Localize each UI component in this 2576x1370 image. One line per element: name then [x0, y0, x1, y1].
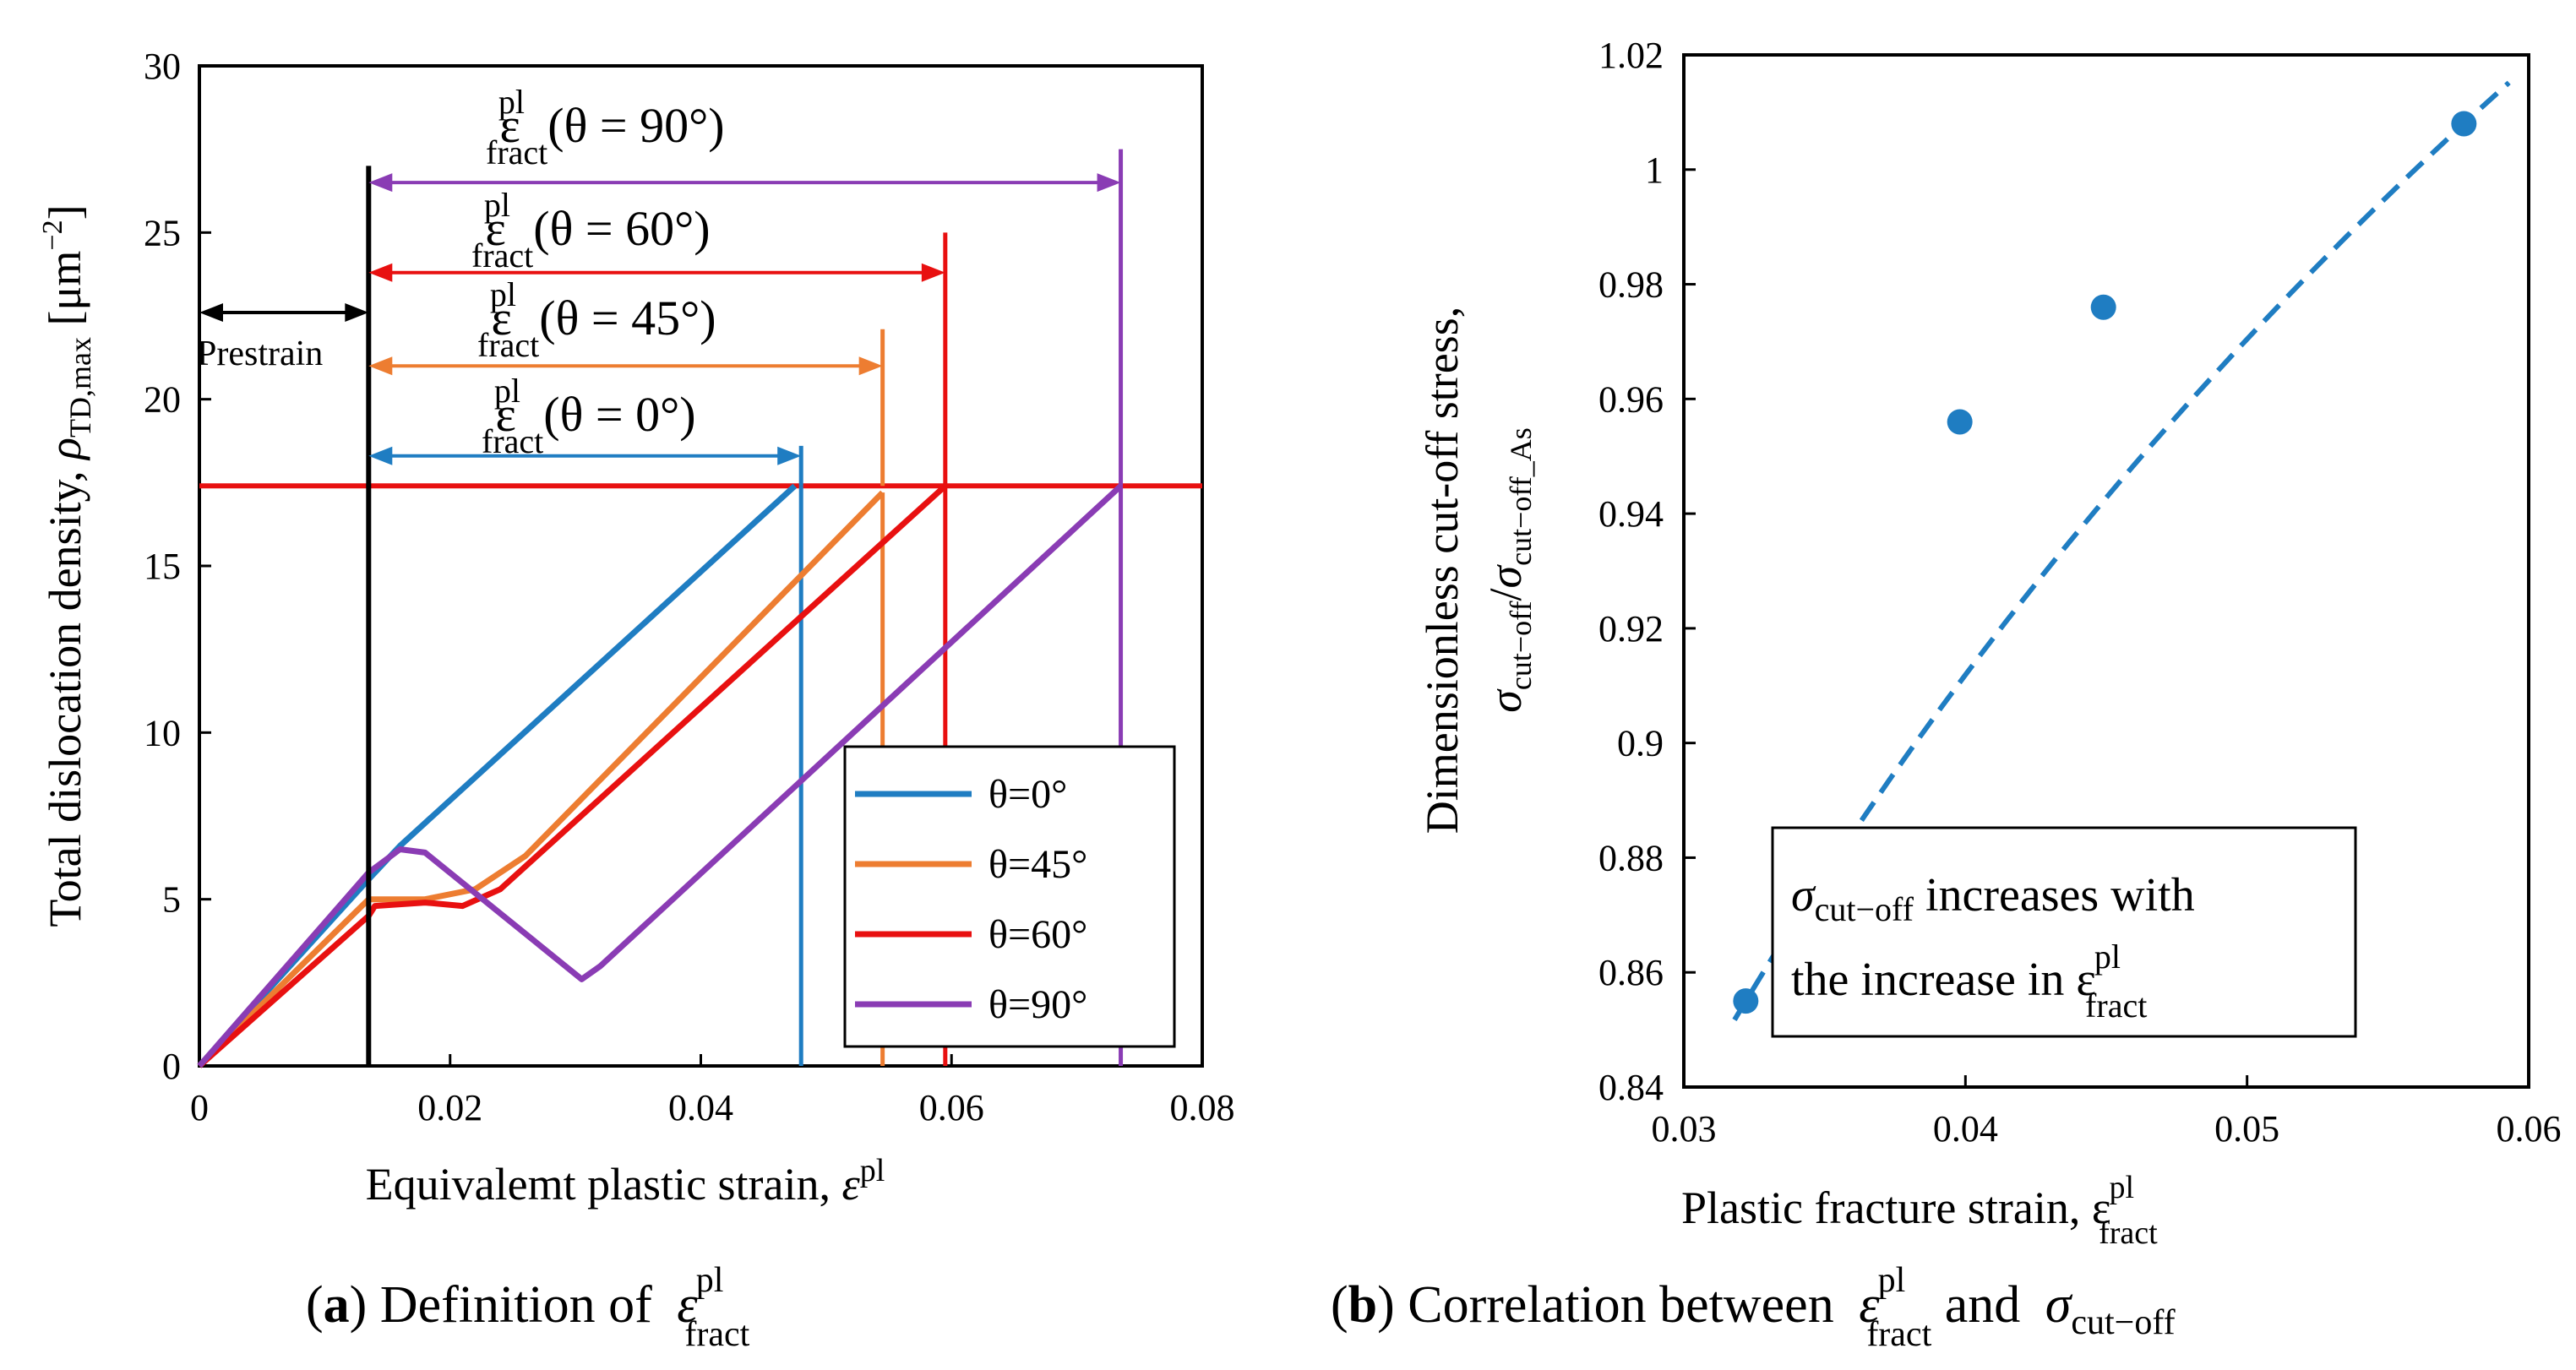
- data-point: [1733, 988, 1759, 1014]
- panel-a-x-ticks: 0 0.02 0.04 0.06 0.08: [190, 1054, 1235, 1128]
- y-tick-label: 0.9: [1617, 723, 1664, 764]
- y-tick-label: 10: [144, 712, 181, 753]
- y-tick-label: 25: [144, 212, 181, 253]
- data-point: [2090, 294, 2116, 320]
- prestrain-arrow: [199, 303, 369, 323]
- panel-b-y-axis-title-line2: σcut−off/σcut−off_As: [1480, 427, 1538, 713]
- x-tick-label: 0.02: [417, 1087, 482, 1128]
- panel-b: 0.84 0.86 0.88 0.9 0.92 0.94 0.96 0.98 1 1.02 0.0…: [1331, 35, 2562, 1354]
- arrow-head-left: [368, 173, 393, 193]
- panel-b-x-ticks: 0.03 0.04 0.05 0.06: [1652, 1075, 2562, 1150]
- y-tick-label: 5: [162, 879, 181, 921]
- annotation-label-theta-0: εpl fract(θ = 0°): [482, 372, 696, 460]
- panel-a-x-axis-title: Equivalemt plastic strain, εpl: [366, 1153, 885, 1210]
- annotation-arrow: [368, 173, 1121, 193]
- panel-a-annotations: [199, 149, 1124, 487]
- annotation-label-theta-90: εpl fract(θ = 90°): [486, 83, 725, 171]
- caption-a: (a) Definition of εpl fract: [306, 1261, 750, 1354]
- prestrain-label: Prestrain: [197, 334, 323, 373]
- x-tick-label: 0: [190, 1087, 209, 1128]
- x-tick-label: 0.06: [919, 1087, 984, 1128]
- x-tick-label: 0.03: [1652, 1108, 1717, 1150]
- arrow-head-left: [199, 303, 223, 323]
- y-tick-label: 0.98: [1598, 264, 1664, 306]
- annotation-arrow: [368, 446, 802, 465]
- x-tick-label: 0.08: [1170, 1087, 1235, 1128]
- arrow-head-right: [1097, 173, 1121, 193]
- panel-b-annotation: σcut−off increases with the increase in …: [1771, 826, 2357, 1038]
- arrow-head-right: [921, 263, 945, 282]
- x-tick-label: 0.05: [2214, 1108, 2279, 1150]
- arrow-head-left: [368, 356, 393, 376]
- data-point: [1947, 409, 1973, 435]
- y-tick-label: 0.96: [1598, 378, 1664, 420]
- panel-a-y-axis-title: Total dislocation density, ρTD,max [μm−2…: [37, 204, 97, 927]
- series-line: [197, 483, 948, 1068]
- panel-a-y-ticks: 0 5 10 15 20 25 30: [144, 46, 211, 1087]
- y-tick-label: 0: [162, 1046, 181, 1087]
- legend-label: θ=0°: [988, 772, 1067, 817]
- legend-label: θ=60°: [988, 912, 1087, 957]
- panel-b-y-axis-title-line1: Dimensionless cut-off stress,: [1417, 307, 1468, 834]
- panel-b-points: [1733, 111, 2477, 1014]
- y-tick-label: 1: [1645, 150, 1664, 191]
- arrow-head-left: [368, 263, 393, 282]
- arrow-head-right: [858, 356, 883, 376]
- y-tick-label: 0.86: [1598, 952, 1664, 993]
- legend-label: θ=45°: [988, 842, 1087, 887]
- y-tick-label: 15: [144, 546, 181, 587]
- panel-b-y-ticks: 0.84 0.86 0.88 0.9 0.92 0.94 0.96 0.98 1 1.02: [1598, 35, 1696, 1108]
- legend-label: θ=90°: [988, 982, 1087, 1027]
- y-tick-label: 20: [144, 379, 181, 421]
- y-tick-label: 0.84: [1598, 1067, 1664, 1108]
- panel-a-legend: θ=0° θ=45° θ=60° θ=90°: [843, 745, 1176, 1048]
- trend-line: [1732, 80, 2511, 1021]
- y-tick-label: 0.94: [1598, 493, 1664, 535]
- y-tick-label: 1.02: [1598, 35, 1664, 76]
- x-tick-label: 0.04: [1933, 1108, 1998, 1150]
- annotation-line-2: the increase in εpl fract: [1791, 938, 2147, 1025]
- panel-b-plot-frame: [1682, 53, 2530, 1089]
- annotation-line-1: σcut−off increases with: [1791, 869, 2195, 928]
- caption-b: (b) Correlation between εpl fract and σcu…: [1331, 1261, 2176, 1354]
- panel-a: 0 5 10 15 20 25 30 0 0.02 0.04 0.06 0.08 Total dis…: [37, 46, 1235, 1354]
- y-tick-label: 0.92: [1598, 608, 1664, 650]
- y-tick-label: 0.88: [1598, 837, 1664, 878]
- x-tick-label: 0.06: [2497, 1108, 2562, 1150]
- panel-b-x-axis-title: Plastic fracture strain, εpl fract: [1681, 1170, 2158, 1251]
- annotation-box: [1771, 826, 2357, 1038]
- series-line: [197, 490, 885, 1068]
- x-tick-label: 0.04: [668, 1087, 733, 1128]
- annotation-label-theta-45: εpl fract(θ = 45°): [477, 275, 716, 364]
- arrow-head-right: [345, 303, 369, 323]
- annotation-arrow: [368, 263, 945, 282]
- y-tick-label: 30: [144, 46, 181, 87]
- data-point: [2451, 111, 2477, 137]
- arrow-head-right: [777, 446, 802, 465]
- arrow-head-left: [368, 446, 393, 465]
- annotation-label-theta-60: εpl fract(θ = 60°): [471, 186, 711, 275]
- annotation-arrow: [368, 356, 883, 376]
